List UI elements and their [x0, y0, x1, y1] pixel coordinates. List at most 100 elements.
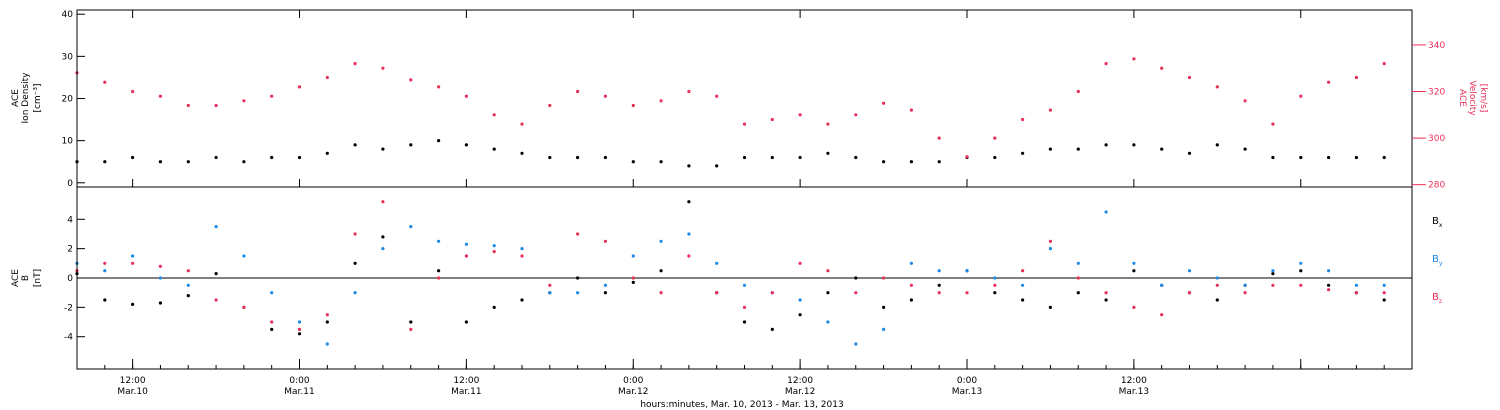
top-density-point: [742, 155, 747, 160]
field-bz-point: [659, 291, 663, 295]
top-density-point: [103, 160, 107, 164]
top-density-point: [409, 143, 413, 147]
field-bx-point: [1215, 298, 1219, 302]
field-bx-point: [631, 280, 635, 284]
top-density-point: [1243, 147, 1247, 151]
field-bx-point: [826, 291, 830, 295]
field-bx-point: [882, 305, 886, 309]
field-by-point: [576, 291, 580, 295]
density-velocity-panel: 0 10 20 30 40 280 300 320 340 ACE Ion Density […: [11, 9, 1488, 191]
legend-bx-sub: x: [1439, 222, 1443, 229]
top-velocity-point: [409, 78, 413, 82]
field-by-point: [1160, 283, 1164, 287]
legend: Bx By Bz: [1432, 216, 1443, 305]
top-velocity-point: [186, 103, 190, 108]
top-density-point: [770, 155, 774, 160]
top-density-point: [353, 143, 357, 147]
field-by-point: [186, 283, 190, 287]
x-tick-label-date: Mar.13: [952, 387, 982, 397]
field-bz-point: [214, 298, 218, 302]
field-bz-point: [353, 232, 357, 236]
field-bx-point: [1327, 283, 1331, 287]
field-bz-point: [158, 264, 162, 268]
field-bx-point: [687, 200, 691, 204]
field-by-point: [965, 269, 969, 273]
field-bx-point: [1299, 269, 1303, 273]
field-by-point: [687, 232, 691, 236]
top-velocity-point: [1048, 108, 1052, 112]
legend-by-sub: y: [1439, 260, 1443, 267]
field-by-point: [1076, 261, 1080, 265]
field-bz-point: [1382, 291, 1386, 295]
field-bz-point: [1104, 291, 1108, 295]
field-bx-point: [297, 332, 302, 336]
legend-bz-main: B: [1432, 292, 1439, 303]
top-velocity-point: [214, 103, 218, 108]
field-bx-point: [1048, 305, 1052, 309]
top-density-point: [715, 164, 719, 168]
field-bz-point: [103, 261, 107, 265]
top-density-point: [937, 160, 941, 164]
field-bz-point: [1160, 313, 1164, 317]
top-density-point: [631, 160, 635, 164]
field-bz-point: [242, 305, 246, 309]
top-density-point: [1271, 155, 1275, 160]
top-velocity-point: [937, 136, 941, 140]
top-density-point: [1160, 147, 1164, 151]
field-by-point: [909, 261, 914, 265]
field-bz-point: [993, 283, 997, 287]
top-density-point: [381, 147, 385, 151]
x-tick-label-date: Mar.11: [284, 387, 314, 397]
field-by-point: [325, 342, 329, 346]
top-velocity-point: [993, 136, 997, 140]
field-bx-point: [437, 269, 441, 273]
field-bx-point: [993, 291, 997, 295]
field-bx-point: [659, 269, 663, 273]
top-density-point: [1021, 151, 1025, 155]
bottom-left-tick-label: 0: [67, 274, 73, 284]
field-bz-point: [1132, 305, 1136, 309]
top-velocity-point: [1299, 94, 1303, 98]
top-density-point: [993, 155, 997, 160]
field-bz-point: [437, 276, 441, 280]
field-bx-point: [1382, 298, 1386, 302]
field-by-point: [520, 247, 524, 251]
top-velocity-point: [854, 113, 858, 117]
top-right-tick-label: 280: [1428, 181, 1445, 191]
x-tick-label-time: 12:00: [1121, 376, 1147, 386]
top-velocity-point: [353, 62, 357, 66]
top-left-ylabel-3: [cm⁻³]: [33, 83, 43, 112]
top-density-point: [1327, 155, 1331, 160]
field-bx-point: [603, 291, 608, 295]
top-velocity-point: [1132, 57, 1136, 61]
field-by-point: [631, 254, 635, 258]
top-velocity-point: [1187, 75, 1192, 80]
top-velocity-point: [520, 122, 524, 126]
top-density-point: [603, 155, 608, 160]
legend-bx-main: B: [1432, 216, 1439, 227]
field-by-point: [548, 291, 552, 295]
top-density-point: [1382, 155, 1386, 160]
field-bz-point: [603, 239, 608, 243]
top-velocity-point: [798, 113, 802, 117]
top-velocity-point: [492, 113, 496, 117]
top-velocity-point: [1160, 66, 1164, 70]
field-by-point: [798, 298, 802, 302]
bottom-ylabel-1: ACE: [11, 269, 21, 287]
top-left-tick-label: 30: [62, 52, 74, 62]
field-by-point: [1327, 269, 1331, 273]
top-velocity-point: [158, 94, 162, 98]
top-density-point: [131, 155, 135, 160]
field-bz-point: [297, 327, 302, 331]
top-velocity-point: [576, 89, 580, 94]
top-density-point: [270, 155, 274, 160]
top-velocity-point: [687, 89, 691, 94]
top-velocity-point: [631, 103, 635, 108]
field-bz-point: [687, 254, 691, 258]
field-by-point: [715, 261, 719, 265]
field-by-point: [103, 269, 107, 273]
field-bx-point: [381, 235, 385, 239]
top-density-point: [1187, 151, 1192, 155]
top-velocity-point: [1327, 80, 1331, 84]
